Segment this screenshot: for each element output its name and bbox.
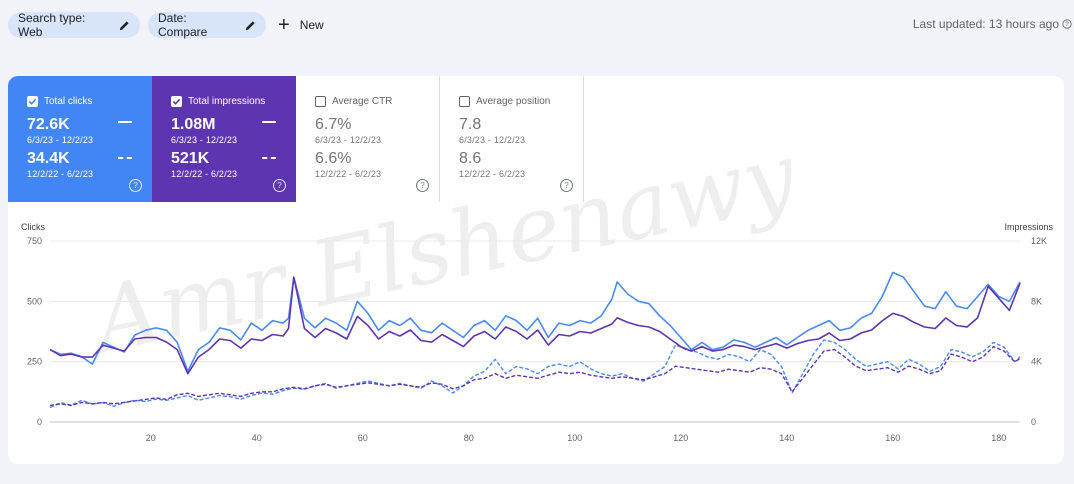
x-tick-label: 40: [252, 433, 262, 443]
y-tick-label-left: 750: [27, 236, 42, 246]
help-icon[interactable]: ?: [129, 179, 142, 192]
date-chip[interactable]: Date: Compare: [148, 11, 266, 39]
y-tick-label-right: 4K: [1031, 357, 1042, 367]
metric-range-current: 6/3/23 - 12/2/23: [315, 135, 382, 145]
x-tick-label: 180: [991, 433, 1006, 443]
metric-range-current: 6/3/23 - 12/2/23: [27, 135, 94, 145]
metric-average-ctr[interactable]: Average CTR 6.7% 6/3/23 - 12/2/23 6.6% 1…: [296, 76, 440, 202]
solid-line-legend-icon: [262, 121, 276, 123]
x-tick-label: 100: [567, 433, 582, 443]
metric-value-current: 7.8: [459, 116, 482, 133]
help-icon[interactable]: ?: [1062, 19, 1072, 29]
metric-value-previous: 8.6: [459, 150, 482, 167]
x-tick-label: 160: [885, 433, 900, 443]
y-tick-label-left: 0: [37, 417, 42, 427]
y-tick-label-right: 0: [1031, 417, 1036, 427]
metric-total-impressions[interactable]: Total impressions 1.08M 6/3/23 - 12/2/23…: [152, 76, 296, 202]
x-tick-label: 140: [779, 433, 794, 443]
help-icon[interactable]: ?: [416, 179, 429, 192]
metric-range-previous: 12/2/22 - 6/2/23: [459, 169, 526, 179]
metric-value-previous: 34.4K: [27, 150, 70, 167]
checkbox-checked-icon[interactable]: [27, 95, 38, 107]
x-tick-label: 20: [146, 433, 156, 443]
x-tick-label: 120: [673, 433, 688, 443]
metric-range-previous: 12/2/22 - 6/2/23: [315, 169, 382, 179]
plus-icon: +: [278, 14, 290, 36]
date-chip-label: Date: Compare: [158, 11, 208, 39]
metric-total-clicks[interactable]: Total clicks 72.6K 6/3/23 - 12/2/23 34.4…: [8, 76, 152, 202]
top-filter-bar: Search type: Web Date: Compare + New Las…: [0, 0, 1074, 50]
metric-range-current: 6/3/23 - 12/2/23: [459, 135, 526, 145]
metric-label: Average position: [476, 95, 551, 107]
search-type-chip-label: Search type: Web: [18, 11, 86, 39]
metric-range-previous: 12/2/22 - 6/2/23: [171, 169, 238, 179]
y-tick-label-right: 8K: [1031, 296, 1042, 306]
series-line-clicks-current: [49, 271, 1021, 373]
metric-average-position[interactable]: Average position 7.8 6/3/23 - 12/2/23 8.…: [440, 76, 584, 202]
metric-label: Total impressions: [188, 95, 266, 107]
y-tick-label-left: 500: [27, 296, 42, 306]
x-tick-label: 60: [358, 433, 368, 443]
checkbox-unchecked-icon[interactable]: [315, 95, 326, 107]
new-filter-button[interactable]: + New: [278, 12, 324, 38]
metric-range-previous: 12/2/22 - 6/2/23: [27, 169, 94, 179]
metric-value-current: 72.6K: [27, 116, 70, 133]
help-icon[interactable]: ?: [560, 179, 573, 192]
metric-value-current: 6.7%: [315, 116, 352, 133]
y-tick-label-right: 12K: [1031, 236, 1047, 246]
dashed-line-legend-icon: [118, 157, 132, 159]
checkbox-unchecked-icon[interactable]: [459, 95, 470, 107]
series-line-impressions-current: [49, 276, 1021, 375]
last-updated-text: Last updated: 13 hours ago: [912, 17, 1059, 31]
help-icon[interactable]: ?: [273, 179, 286, 192]
series-line-impressions-previous: [49, 345, 1021, 407]
metric-range-current: 6/3/23 - 12/2/23: [171, 135, 238, 145]
pencil-icon: [245, 20, 256, 31]
metric-value-previous: 6.6%: [315, 150, 352, 167]
pencil-icon: [119, 20, 130, 31]
performance-card: Total clicks 72.6K 6/3/23 - 12/2/23 34.4…: [8, 76, 1064, 464]
dashed-line-legend-icon: [262, 157, 276, 159]
y-tick-label-left: 250: [27, 357, 42, 367]
metric-value-previous: 521K: [171, 150, 210, 167]
x-tick-label: 80: [464, 433, 474, 443]
metric-value-current: 1.08M: [171, 116, 216, 133]
checkbox-checked-icon[interactable]: [171, 95, 182, 107]
metric-label: Total clicks: [44, 95, 93, 107]
performance-chart[interactable]: 0 250 500 750 0 4K 8K 12K 20 40 60 80 100 120 140 160…: [8, 224, 1064, 464]
search-type-chip[interactable]: Search type: Web: [8, 11, 140, 39]
left-axis-title: Clicks: [21, 222, 45, 232]
metric-label: Average CTR: [332, 95, 393, 107]
new-filter-label: New: [299, 18, 324, 32]
solid-line-legend-icon: [118, 121, 132, 123]
last-updated: Last updated: 13 hours ago ?: [913, 17, 1072, 31]
right-axis-title: Impressions: [1004, 222, 1053, 232]
svg-text:?: ?: [1065, 21, 1069, 28]
series-line-clicks-previous: [49, 339, 1021, 409]
